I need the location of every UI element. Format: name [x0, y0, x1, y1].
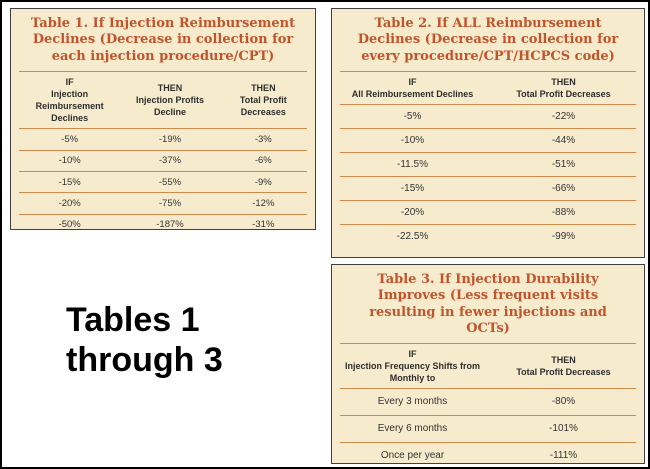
divider: [340, 128, 636, 130]
column-header: THEN Total Profit Decreases: [217, 78, 310, 122]
table-cell: -22%: [551, 110, 576, 122]
column-header-keyword: IF: [65, 76, 74, 87]
table-row: -22.5% -99%: [337, 225, 639, 248]
table-row: -15% -55% -9%: [16, 172, 310, 192]
divider: [340, 415, 636, 417]
table-cell: -6%: [254, 155, 272, 167]
column-header-label: Total Profit Decreases: [516, 88, 611, 99]
divider: [19, 192, 307, 194]
column-header-label: Injection Reimbursement Declines: [35, 88, 104, 124]
table-cell: -10%: [400, 134, 425, 146]
table-cell: -88%: [551, 206, 576, 218]
column-header-keyword: IF: [408, 349, 417, 359]
column-header-keyword: THEN: [551, 76, 576, 87]
divider: [340, 176, 636, 178]
divider: [340, 152, 636, 154]
table-row: Every 6 months -101%: [337, 416, 639, 442]
table-cell: Every 3 months: [377, 396, 448, 408]
table-cell: -5%: [403, 110, 422, 122]
table-row: -5% -22%: [337, 105, 639, 128]
table-2-title: Table 2. If ALL Reimbursement Declines (…: [357, 16, 619, 64]
column-header-label: Injection Profits Decline: [135, 94, 204, 118]
divider: [340, 104, 636, 106]
column-header-keyword: THEN: [551, 355, 576, 366]
column-header: IF Injection Frequency Shifts from Month…: [337, 344, 488, 388]
table-cell: -15%: [58, 176, 81, 188]
table-1: Table 1. If Injection Reimbursement Decl…: [10, 8, 316, 230]
table-row: -50% -187% -31%: [16, 215, 310, 235]
table-cell: -37%: [158, 155, 182, 167]
table-cell: -75%: [158, 197, 182, 209]
column-header: THEN Total Profit Decreases: [488, 72, 639, 104]
table-1-header-row: IF Injection Reimbursement Declines THEN…: [16, 72, 310, 129]
table-row: Once per year -111%: [337, 443, 639, 467]
table-row: -20% -75% -12%: [16, 193, 310, 213]
column-header-keyword: IF: [408, 76, 417, 87]
table-row: -15% -66%: [337, 177, 639, 200]
table-2-header-row: IF All Reimbursement Declines THEN Total…: [337, 72, 639, 104]
table-cell: -101%: [549, 423, 578, 435]
column-header: THEN Injection Profits Decline: [123, 78, 216, 122]
column-header-keyword: THEN: [157, 82, 183, 93]
divider: [340, 70, 636, 72]
table-cell: -11.5%: [397, 158, 428, 170]
divider: [19, 70, 307, 72]
table-cell: -19%: [158, 133, 182, 145]
table-2: Table 2. If ALL Reimbursement Declines (…: [331, 8, 645, 258]
divider: [340, 442, 636, 444]
divider: [340, 388, 636, 390]
column-header-label: All Reimbursement Declines: [351, 88, 474, 99]
table-cell: -22.5%: [396, 230, 429, 242]
table-cell: -187%: [156, 219, 184, 231]
table-cell: -50%: [58, 219, 81, 231]
table-cell: -44%: [551, 134, 576, 146]
divider: [19, 128, 307, 130]
divider: [340, 343, 636, 344]
table-1-title: Table 1. If Injection Reimbursement Decl…: [30, 16, 296, 64]
table-row: Every 3 months -80%: [337, 389, 639, 415]
table-cell: -51%: [551, 158, 576, 170]
divider: [340, 200, 636, 202]
table-cell: -20%: [400, 206, 425, 218]
column-header-keyword: THEN: [251, 82, 276, 93]
table-cell: -55%: [158, 176, 182, 188]
table-cell: -31%: [252, 219, 275, 231]
table-cell: -3%: [254, 133, 272, 145]
table-cell: -5%: [61, 133, 79, 145]
table-row: -10% -37% -6%: [16, 151, 310, 171]
divider: [340, 224, 636, 226]
table-cell: -99%: [551, 230, 576, 242]
divider: [19, 213, 307, 215]
divider: [19, 149, 307, 151]
table-cell: -15%: [400, 182, 425, 194]
column-header: THEN Total Profit Decreases: [488, 350, 639, 382]
table-row: -20% -88%: [337, 201, 639, 224]
table-cell: Every 6 months: [377, 423, 448, 435]
table-3-title: Table 3. If Injection Durability Improve…: [369, 272, 607, 336]
table-row: -11.5% -51%: [337, 153, 639, 176]
table-cell: -20%: [58, 197, 81, 209]
column-header-label: Total Profit Decreases: [239, 94, 287, 118]
figure-caption: Tables 1 through 3: [66, 301, 223, 380]
table-cell: -9%: [254, 176, 272, 188]
column-header: IF All Reimbursement Declines: [337, 72, 488, 104]
table-cell: -111%: [549, 450, 578, 462]
divider: [19, 171, 307, 173]
column-header: IF Injection Reimbursement Declines: [16, 72, 123, 129]
table-cell: -66%: [551, 182, 576, 194]
table-row: -10% -44%: [337, 129, 639, 152]
table-cell: Once per year: [380, 450, 445, 462]
table-3-header-row: IF Injection Frequency Shifts from Month…: [337, 344, 639, 388]
table-cell: -80%: [551, 396, 576, 408]
column-header-label: Total Profit Decreases: [516, 367, 611, 378]
table-row: -5% -19% -3%: [16, 129, 310, 149]
table-cell: -10%: [58, 155, 81, 167]
table-cell: -12%: [252, 197, 275, 209]
table-3: Table 3. If Injection Durability Improve…: [331, 264, 645, 464]
column-header-label: Injection Frequency Shifts from Monthly …: [344, 361, 481, 384]
